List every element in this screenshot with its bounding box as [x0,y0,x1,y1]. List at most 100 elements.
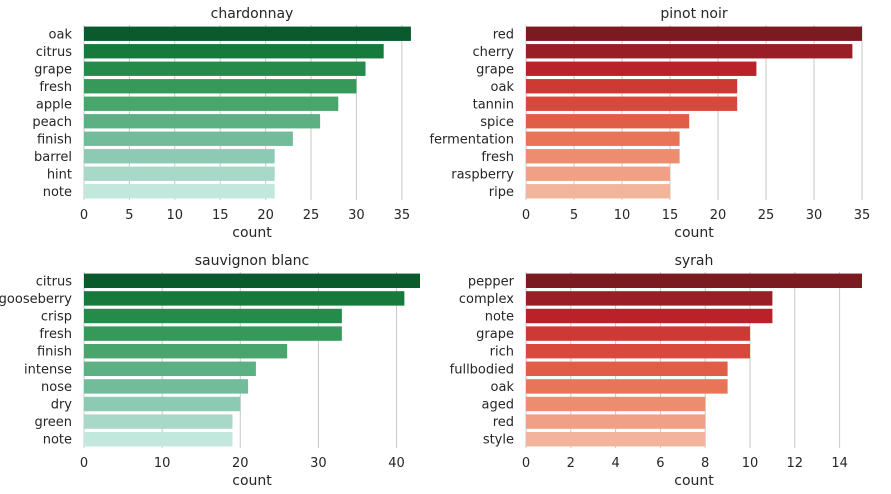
category-label: note [43,433,72,448]
category-label: fresh [39,327,72,342]
bar [84,326,342,341]
bar [84,414,233,429]
category-label: fullbodied [450,362,514,377]
bar [526,149,680,164]
x-tick-label: 4 [611,456,619,471]
bar [84,184,275,199]
category-label: oak [491,380,515,395]
category-label: dry [51,398,73,413]
bar [526,343,750,359]
x-tick-label: 10 [614,208,631,223]
category-label: cherry [472,45,514,60]
x-tick-label: 20 [710,208,727,223]
category-label: grape [34,62,72,77]
bar [526,379,728,394]
bar [84,291,405,306]
bar [84,396,241,412]
bar [526,26,862,41]
x-tick-label: 10 [167,208,184,223]
bar [526,131,680,146]
x-tick-label: 25 [758,208,775,223]
x-tick-label: 10 [154,456,171,471]
category-label: oak [491,80,515,95]
bar [526,431,706,447]
category-label: aged [482,398,514,413]
category-label: ripe [489,185,514,200]
category-label: fresh [481,150,514,165]
bar [526,96,738,111]
bar [84,361,256,377]
x-tick-label: 20 [257,208,274,223]
category-label: oak [49,27,73,42]
bar [84,61,366,76]
bar [84,431,233,447]
bar [526,361,728,377]
chart-title: pinot noir [660,6,727,22]
category-label: intense [24,362,72,377]
bar [84,44,384,59]
category-label: crisp [41,310,72,325]
x-tick-label: 0 [522,456,530,471]
bar [526,61,757,76]
bar [526,166,670,181]
category-label: rich [490,345,514,360]
category-label: grape [476,62,514,77]
bar [84,166,275,181]
x-tick-label: 6 [656,456,664,471]
bar [526,44,853,59]
x-tick-label: 30 [310,456,327,471]
category-label: note [485,310,514,325]
category-label: apple [36,97,72,112]
category-label: spice [480,115,514,130]
category-label: green [34,415,72,430]
x-tick-label: 30 [348,208,365,223]
x-tick-label: 15 [662,208,679,223]
category-label: red [493,415,514,430]
chart-title: sauvignon blanc [195,253,310,269]
x-tick-label: 10 [742,456,759,471]
bar [84,273,420,289]
bar [526,414,706,429]
x-tick-label: 5 [125,208,133,223]
bar [84,96,339,111]
x-tick-label: 0 [80,208,88,223]
category-label: style [483,433,514,448]
x-tick-label: 30 [806,208,823,223]
chart-panel-3: 0 2 4 6 8 10 12 14 pepper complex note grape rich ful… [450,253,862,489]
category-label: complex [459,292,514,307]
x-axis-label: count [674,473,714,489]
bar [84,79,357,94]
bar [526,396,706,412]
bar [526,184,670,199]
category-label: fresh [39,80,72,95]
category-label: gooseberry [0,292,72,307]
category-label: nose [41,380,72,395]
x-tick-label: 12 [787,456,804,471]
x-axis-label: count [232,225,272,241]
bar [84,131,293,146]
category-label: tannin [473,97,514,112]
x-axis-label: count [232,473,272,489]
bar [84,114,321,129]
category-label: peach [32,115,72,130]
bar [526,326,750,341]
bar [526,291,773,306]
category-label: note [43,185,72,200]
bar [526,308,773,324]
category-label: hint [47,167,72,182]
x-tick-label: 14 [831,456,848,471]
bar [526,79,738,94]
chart-panel-1: 0 5 10 15 20 25 30 35 red cherry grape oak tannin spi… [429,6,870,241]
x-tick-label: 8 [701,456,709,471]
chart-panel-0: 0 5 10 15 20 25 30 35 oak citrus grape fresh apple pe… [32,6,411,241]
bar [84,308,342,324]
x-tick-label: 2 [567,456,575,471]
x-tick-label: 40 [388,456,405,471]
bar [526,273,862,289]
category-label: grape [476,327,514,342]
bar [84,26,411,41]
x-tick-label: 25 [303,208,320,223]
x-tick-label: 20 [232,456,249,471]
x-tick-label: 35 [854,208,871,223]
